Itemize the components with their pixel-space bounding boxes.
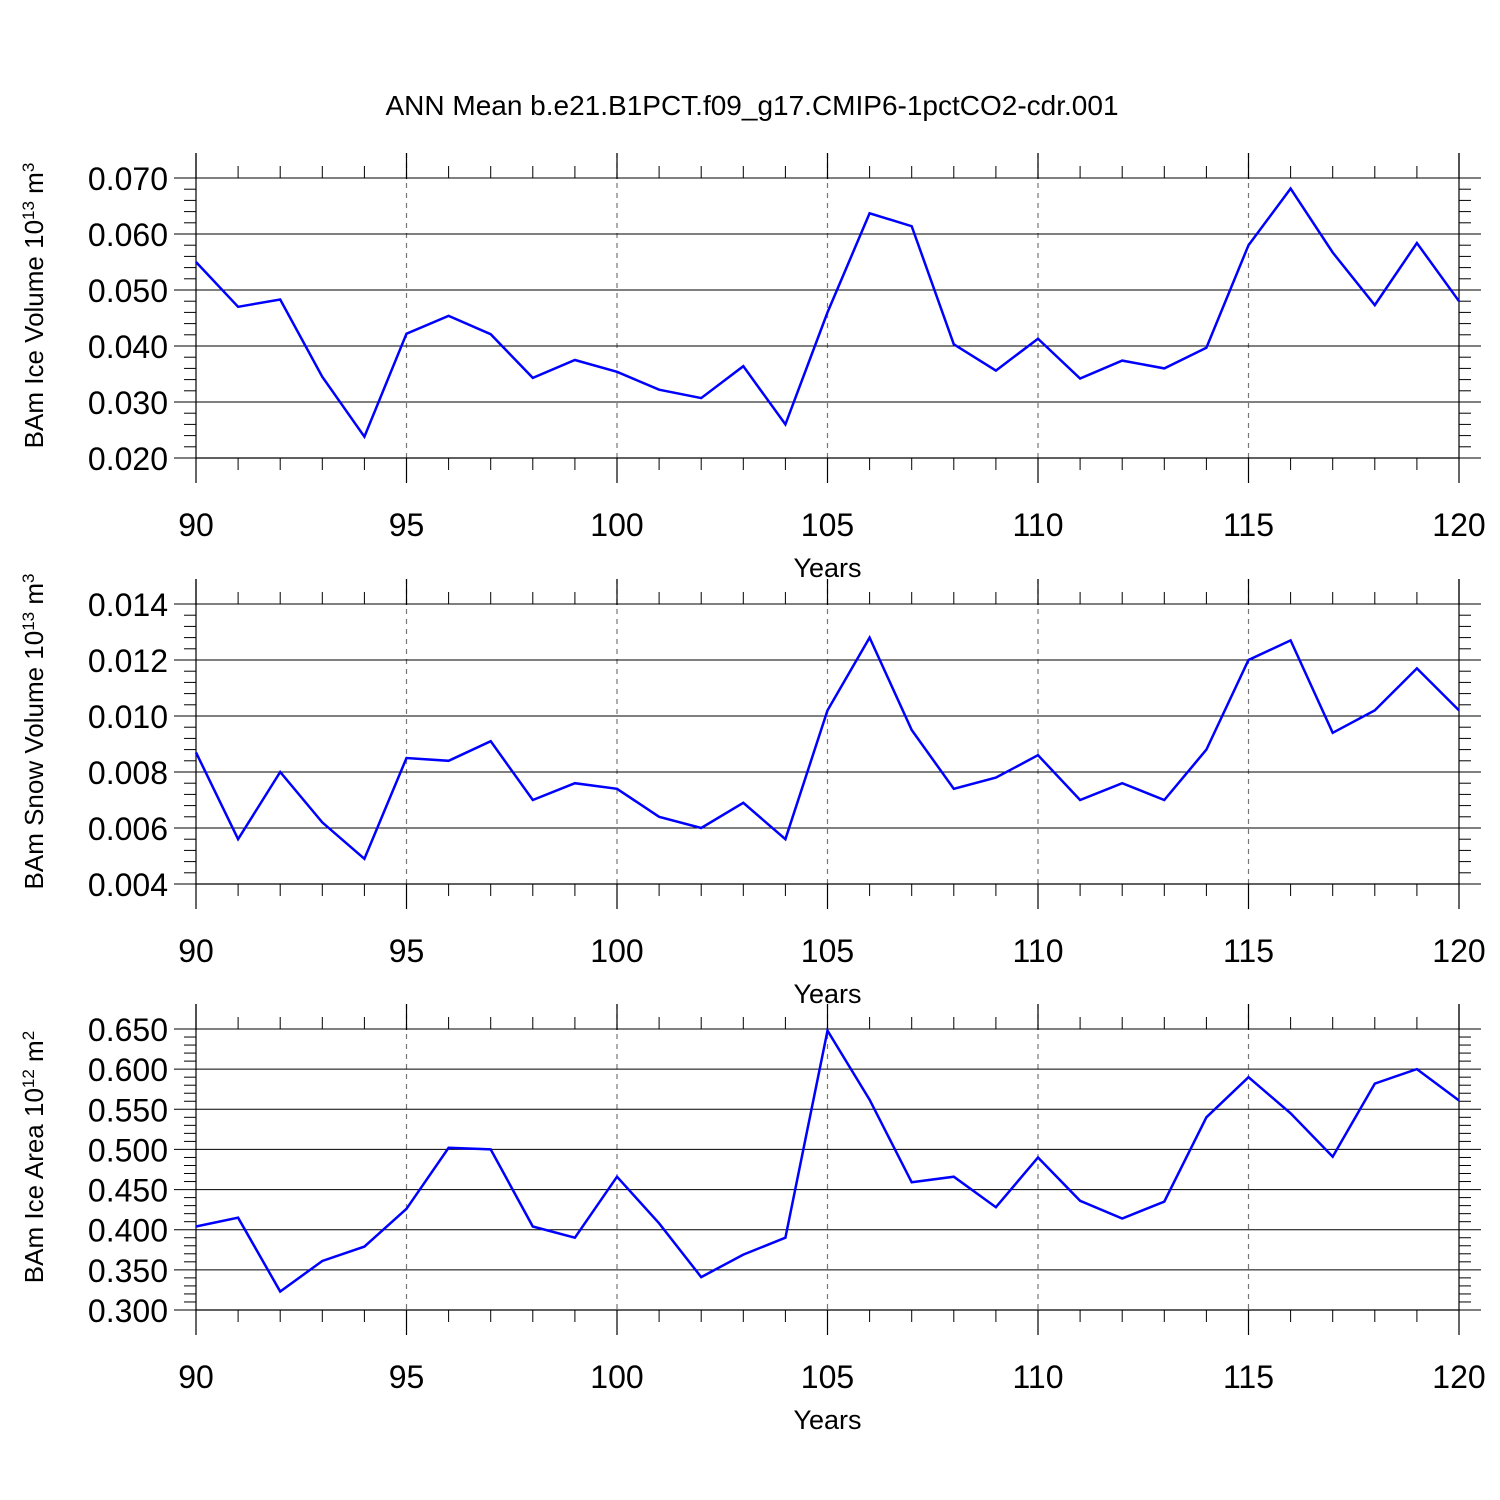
series-line [194, 634, 1460, 861]
y-tick-label: 0.012 [88, 643, 168, 679]
y-axis-label: BAm Snow Volume 1013 m3 [19, 574, 49, 890]
chart-title: ANN Mean b.e21.B1PCT.f09_g17.CMIP6-1pctC… [385, 90, 1118, 121]
x-tick-label: 105 [801, 933, 854, 969]
y-axis-label-exp: 13 [19, 201, 38, 220]
y-tick-label: 0.004 [88, 867, 168, 903]
y-axis-label-prefix: BAm Snow Volume 10 [19, 631, 49, 890]
y-tick-label: 0.060 [88, 217, 168, 253]
x-axis-label: Years [793, 553, 861, 583]
y-axis-label: BAm Ice Area 1012 m2 [19, 1031, 49, 1283]
y-axis-label-unit-exp: 2 [19, 1031, 38, 1040]
y-axis-label-unit: m [19, 583, 49, 612]
y-axis-label-exp: 13 [19, 612, 38, 631]
y-tick-label: 0.030 [88, 385, 168, 421]
x-tick-label: 100 [590, 1359, 643, 1395]
y-tick-label: 0.050 [88, 273, 168, 309]
y-axis-label-unit: m [19, 172, 49, 201]
y-tick-label: 0.020 [88, 441, 168, 477]
y-axis-label-unit: m [19, 1040, 49, 1069]
y-axis-label-unit-exp: 3 [19, 574, 38, 583]
x-tick-label: 120 [1432, 507, 1485, 543]
y-tick-label: 0.350 [88, 1253, 168, 1289]
panel-1: 0.020 0.030 0.040 0.050 0.060 0.070 90 95 100 105… [19, 153, 1486, 583]
y-tick-label: 0.014 [88, 587, 168, 623]
y-tick-label: 0.500 [88, 1132, 168, 1168]
y-tick-label: 0.300 [88, 1293, 168, 1329]
series-line [195, 1027, 1460, 1294]
x-tick-label: 110 [1012, 933, 1063, 969]
y-axis-label-prefix: BAm Ice Area 10 [19, 1088, 49, 1283]
x-tick-label: 95 [389, 507, 425, 543]
y-tick-label: 0.010 [88, 699, 168, 735]
y-tick-label: 0.550 [88, 1092, 168, 1128]
y-tick-label: 0.008 [88, 755, 168, 791]
y-tick-label: 0.040 [88, 329, 168, 365]
x-tick-label: 90 [178, 507, 214, 543]
y-axis-label-prefix: BAm Ice Volume 10 [19, 220, 49, 448]
x-tick-label: 110 [1012, 507, 1063, 543]
y-axis-label: BAm Ice Volume 1013 m3 [19, 163, 49, 449]
x-tick-label: 100 [590, 507, 643, 543]
x-tick-label: 110 [1012, 1359, 1063, 1395]
x-tick-label: 90 [178, 1359, 214, 1395]
x-tick-label: 120 [1432, 933, 1485, 969]
series-line [195, 186, 1461, 440]
x-tick-label: 95 [389, 1359, 425, 1395]
panel-3: 0.300 0.350 0.400 0.450 0.500 0.550 0.600 0.650… [19, 1004, 1486, 1435]
x-tick-label: 120 [1432, 1359, 1485, 1395]
y-tick-label: 0.650 [88, 1012, 168, 1048]
panel-2: 0.004 0.006 0.008 0.010 0.012 0.014 90 95 100 105… [19, 574, 1486, 1009]
y-tick-label: 0.070 [88, 161, 168, 197]
y-tick-label: 0.600 [88, 1052, 168, 1088]
y-tick-label: 0.400 [88, 1213, 168, 1249]
x-tick-label: 105 [801, 507, 854, 543]
x-axis-label: Years [793, 1405, 861, 1435]
y-tick-label: 0.450 [88, 1173, 168, 1209]
x-tick-label: 115 [1223, 1359, 1274, 1395]
y-tick-label: 0.006 [88, 811, 168, 847]
x-tick-label: 115 [1223, 933, 1274, 969]
x-tick-label: 95 [389, 933, 425, 969]
x-tick-label: 90 [178, 933, 214, 969]
y-axis-label-unit-exp: 3 [19, 163, 38, 172]
x-tick-label: 105 [801, 1359, 854, 1395]
x-tick-label: 100 [590, 933, 643, 969]
x-tick-label: 115 [1223, 507, 1274, 543]
y-axis-label-exp: 12 [19, 1069, 38, 1088]
